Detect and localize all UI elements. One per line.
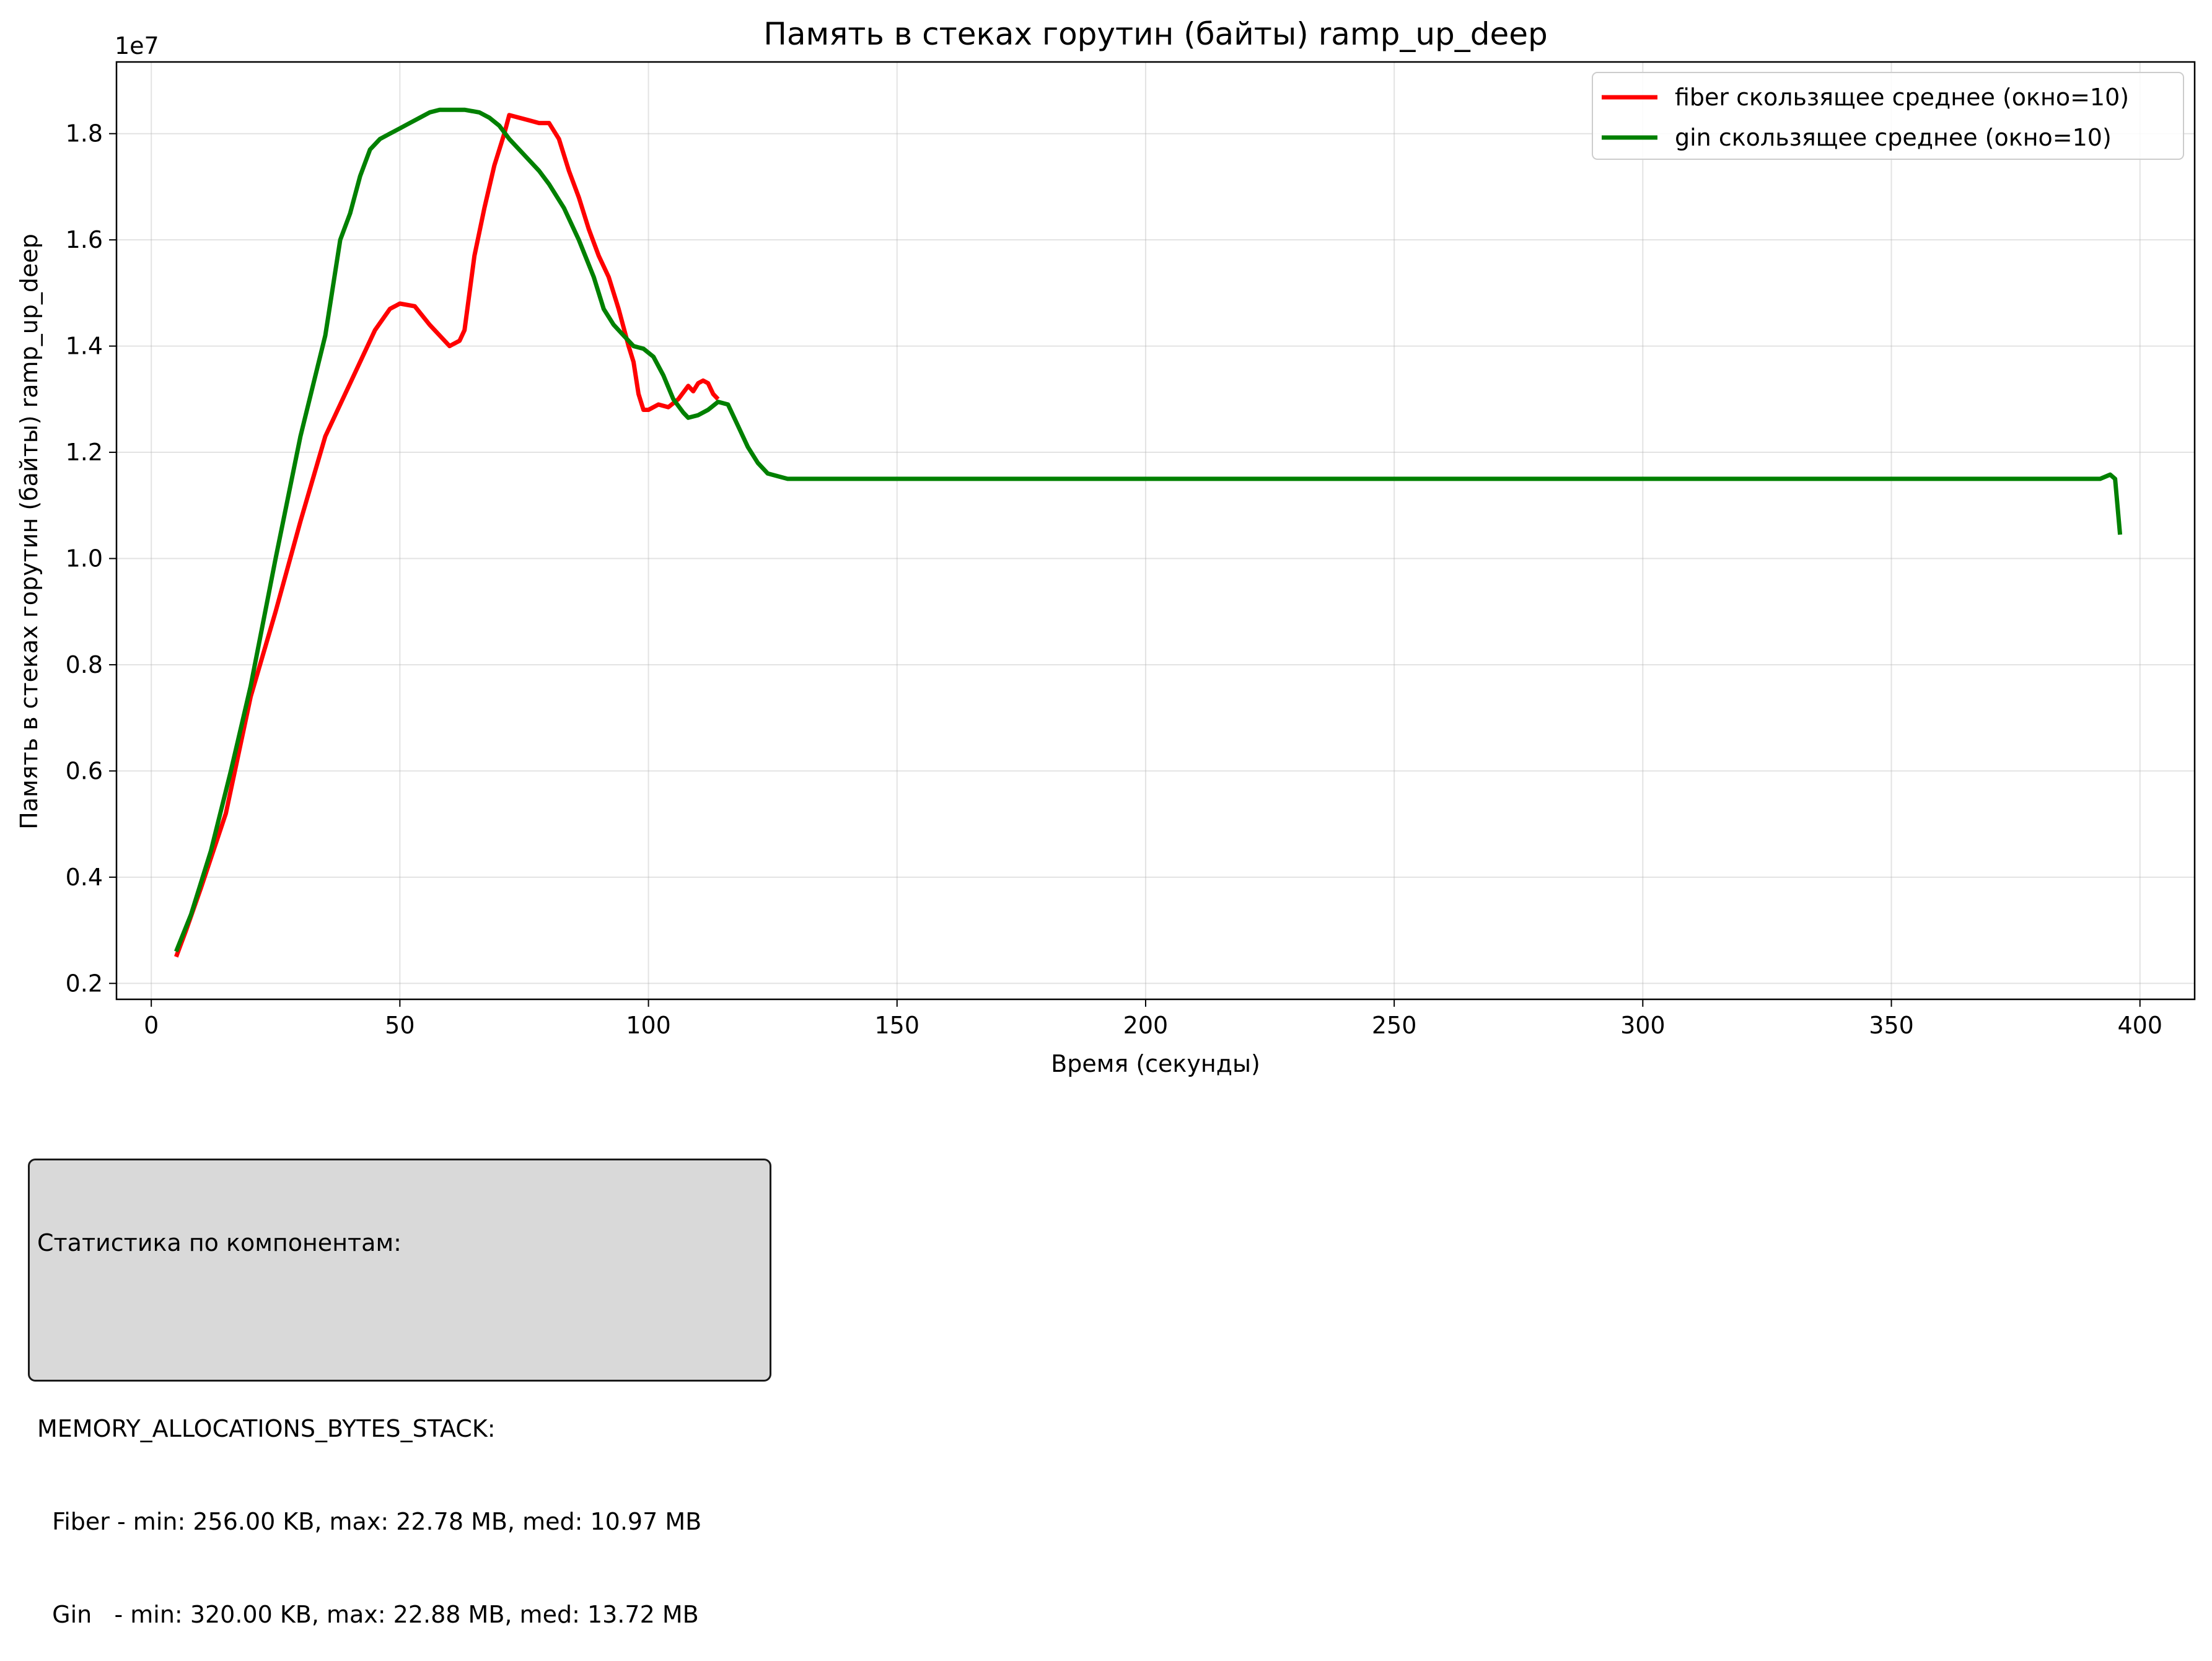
line-chart: 0 50 100 150 200 250 300 350 400 0.2 0.4 0.6 0.8 1.0 1… (15, 16, 2196, 1077)
x-tick-label: 250 (1372, 1012, 1417, 1039)
x-tick-label: 150 (874, 1012, 919, 1039)
x-tick-label: 350 (1869, 1012, 1914, 1039)
x-tick-label: 100 (626, 1012, 671, 1039)
x-tick-label: 200 (1123, 1012, 1169, 1039)
y-tick-label: 0.4 (66, 864, 103, 891)
y-tick-label: 1.2 (66, 439, 103, 466)
legend-frame (1592, 72, 2184, 160)
x-tick-label: 50 (385, 1012, 415, 1039)
tick-layer: 0 50 100 150 200 250 300 350 400 0.2 0.4 0.6 0.8 1.0 1… (66, 120, 2162, 1039)
stats-title: Статистика по компонентам: (37, 1229, 402, 1256)
x-axis-label: Время (секунды) (1051, 1050, 1260, 1077)
series-line-gin (174, 107, 2123, 953)
stats-gin-line: Gin - min: 320.00 KB, max: 22.88 MB, med… (37, 1601, 699, 1628)
y-tick-label: 1.8 (66, 120, 103, 147)
x-tick-label: 0 (144, 1012, 159, 1039)
y-axis-offset-text: 1e7 (115, 32, 159, 59)
legend: fiber скользящее среднее (окно=10) gin с… (1592, 72, 2184, 160)
series-layer (174, 107, 2123, 958)
y-tick-label: 0.2 (66, 970, 103, 997)
y-axis-label: Память в стеках горутин (байты) ramp_up_… (15, 234, 43, 830)
stats-metric-name: MEMORY_ALLOCATIONS_BYTES_STACK: (37, 1415, 496, 1442)
y-tick-label: 1.0 (66, 545, 103, 572)
y-tick-label: 0.8 (66, 651, 103, 678)
stats-fiber-line: Fiber - min: 256.00 KB, max: 22.78 MB, m… (37, 1508, 702, 1535)
y-tick-label: 1.4 (66, 333, 103, 360)
y-tick-label: 0.6 (66, 757, 103, 784)
stats-blank-line (37, 1320, 762, 1351)
plot-frame (115, 61, 2196, 1001)
stats-box: Статистика по компонентам: MEMORY_ALLOCA… (28, 1159, 771, 1628)
y-tick-label: 1.6 (66, 226, 103, 253)
grid-layer (116, 62, 2195, 999)
x-tick-label: 300 (1620, 1012, 1666, 1039)
legend-label-fiber: fiber скользящее среднее (окно=10) (1675, 84, 2129, 111)
legend-label-gin: gin скользящее среднее (окно=10) (1675, 124, 2112, 151)
series-line-fiber (174, 113, 720, 958)
chart-title: Память в стеках горутин (байты) ramp_up_… (763, 16, 1548, 52)
x-tick-label: 400 (2117, 1012, 2162, 1039)
